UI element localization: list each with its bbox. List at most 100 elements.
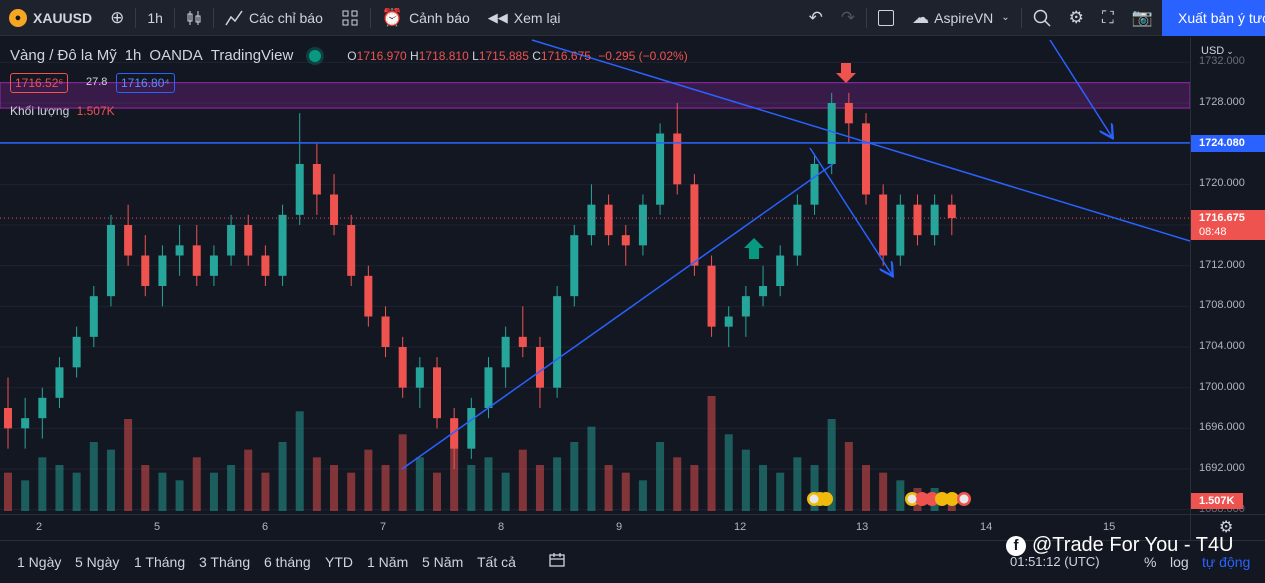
candle-body — [209, 255, 218, 276]
templates-button[interactable] — [332, 0, 368, 36]
volume-tag: 1.507K — [1191, 493, 1243, 509]
layout-name-button[interactable]: ☁ AspireVN ⌄ — [903, 0, 1019, 36]
chart-pane[interactable] — [0, 37, 1191, 514]
price-label: 1692.000 — [1199, 462, 1245, 474]
indicators-button[interactable]: Các chỉ báo — [216, 0, 332, 36]
auto-scale-toggle[interactable]: tự động — [1202, 554, 1250, 570]
settings-button[interactable]: ⚙ — [1060, 0, 1093, 36]
candle-body — [759, 286, 768, 297]
low-value: 1715.885 — [478, 48, 529, 63]
quick-search-button[interactable] — [1024, 0, 1060, 36]
date-range-button[interactable]: 3 Tháng — [199, 554, 251, 570]
price-label: 1712.000 — [1199, 258, 1245, 271]
replay-button[interactable]: ◀◀ Xem lại — [479, 0, 570, 36]
volume-bar — [261, 472, 270, 511]
time-axis[interactable]: 2 5 6 7 8 9 12 13 14 15 — [0, 514, 1190, 540]
projection-arrow-down[interactable] — [809, 147, 892, 275]
price-label: 1720.000 — [1199, 177, 1245, 190]
supply-zone[interactable] — [0, 82, 1191, 109]
event-flag-icon[interactable] — [819, 492, 833, 506]
sell-price-button[interactable]: 1716.52⁶ — [10, 73, 69, 93]
price-label: 1708.000 — [1199, 299, 1245, 312]
layout-select-button[interactable] — [869, 0, 903, 36]
date-range-button[interactable]: YTD — [325, 554, 353, 570]
plus-circle-icon: ⊕ — [110, 7, 125, 27]
interval-button[interactable]: 1h — [138, 0, 172, 36]
date-range-button[interactable]: 1 Năm — [367, 554, 409, 570]
volume-bar — [604, 465, 613, 511]
economic-events-group-2[interactable] — [905, 492, 971, 506]
indicators-icon — [225, 10, 243, 25]
descending-resistance-trendline[interactable] — [531, 39, 1191, 242]
event-flag-icon[interactable] — [925, 492, 939, 506]
snapshot-button[interactable]: 📷 — [1123, 0, 1162, 36]
go-to-date-button[interactable] — [548, 551, 566, 572]
percent-toggle[interactable]: % — [1144, 554, 1156, 570]
candle-body — [21, 418, 30, 429]
volume-bar — [72, 472, 81, 511]
redo-icon: ↷ — [840, 7, 856, 27]
publish-idea-button[interactable]: Xuất bản ý tưởng — [1162, 0, 1265, 36]
volume-bar — [398, 434, 407, 511]
candle-body — [141, 255, 150, 286]
price-label: 1728.000 — [1199, 96, 1245, 108]
log-toggle[interactable]: log — [1170, 554, 1189, 570]
candle-body — [656, 133, 665, 205]
volume-bar — [690, 465, 699, 511]
projection-arrow-right[interactable] — [1049, 39, 1112, 137]
rising-support-trendline[interactable] — [401, 163, 834, 470]
currency-selector[interactable]: USD ⌄ — [1201, 45, 1234, 57]
candlestick-chart[interactable] — [0, 37, 1191, 514]
volume-bar — [347, 472, 356, 511]
date-range-button[interactable]: 1 Tháng — [134, 554, 186, 570]
candle-body — [106, 225, 115, 297]
event-flag-icon[interactable] — [935, 492, 949, 506]
fullscreen-button[interactable]: ⛶ — [1093, 0, 1123, 36]
axis-settings-button[interactable]: ⚙ — [1190, 514, 1265, 540]
symbol-description[interactable]: Vàng / Đô la Mỹ — [10, 47, 117, 64]
date-range-button[interactable]: 5 Năm — [422, 554, 464, 570]
low-key: L — [472, 48, 479, 63]
rewind-icon: ◀◀ — [487, 9, 508, 25]
buy-arrow-icon[interactable] — [744, 238, 764, 259]
price-axis[interactable]: USD⌄ 1732.0001728.0001720.0001716.000171… — [1190, 37, 1265, 515]
date-range-button[interactable]: Tất cả — [477, 554, 516, 570]
event-flag-icon[interactable] — [915, 492, 929, 506]
event-flag-icon[interactable] — [945, 492, 959, 506]
volume-legend[interactable]: Khối lượng 1.507K — [10, 104, 115, 118]
candle-body — [158, 255, 167, 286]
ohlc-values: O1716.970 H1718.810 L1715.885 C1716.675 … — [347, 49, 687, 63]
symbol-label: XAUUSD — [33, 9, 93, 26]
candle-body — [690, 184, 699, 266]
candle-body — [295, 164, 304, 215]
candle-body — [124, 225, 133, 256]
candle-body — [844, 103, 853, 124]
chart-type-button[interactable] — [177, 0, 211, 36]
compare-symbol-button[interactable]: ⊕ — [101, 0, 133, 36]
date-range-button[interactable]: 5 Ngày — [75, 554, 120, 570]
time-label: 9 — [616, 521, 623, 533]
candle-body — [947, 204, 956, 219]
economic-events-group-1[interactable] — [807, 492, 833, 506]
symbol-search-button[interactable]: ● XAUUSD — [0, 0, 101, 36]
volume-tag-value: 1.507K — [1199, 495, 1235, 507]
undo-button[interactable]: ↶ — [800, 0, 832, 36]
candle-body — [862, 123, 870, 195]
volume-bar — [724, 434, 733, 511]
market-status-icon[interactable] — [309, 49, 322, 62]
candle-body — [707, 265, 716, 327]
alerts-button[interactable]: ⏰ Cảnh báo — [373, 0, 479, 36]
candle-body — [278, 214, 287, 276]
redo-button[interactable]: ↷ — [832, 0, 864, 36]
time-label: 6 — [262, 521, 269, 533]
buy-price-button[interactable]: 1716.80⁴ — [116, 73, 175, 93]
utc-clock[interactable]: 01:51:12 (UTC) — [1010, 554, 1100, 569]
grid-icon — [342, 10, 358, 25]
percent-label: % — [1144, 554, 1157, 570]
candle-body — [587, 204, 596, 236]
sell-arrow-icon[interactable] — [836, 63, 856, 83]
gear-icon: ⚙ — [1219, 519, 1234, 536]
date-range-button[interactable]: 6 tháng — [264, 554, 311, 570]
date-range-button[interactable]: 1 Ngày — [17, 554, 62, 570]
volume-bar — [673, 457, 682, 511]
